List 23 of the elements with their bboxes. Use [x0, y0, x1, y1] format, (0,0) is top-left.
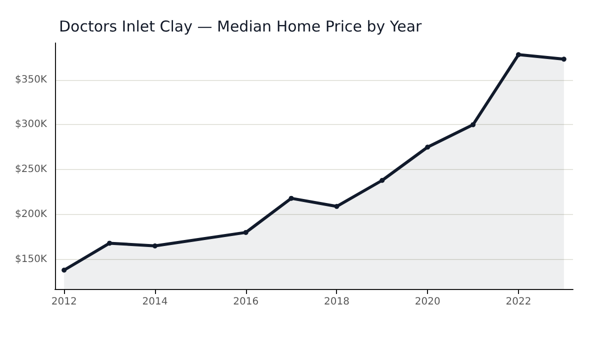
y-tick-label: $350K: [14, 74, 48, 86]
point: [425, 144, 430, 150]
point: [561, 56, 566, 62]
x-tick-label: 2020: [414, 296, 440, 308]
x-tick-label: 2016: [233, 296, 259, 308]
point: [334, 204, 340, 209]
x-tick-label: 2014: [142, 296, 168, 308]
point: [380, 178, 385, 183]
point: [62, 268, 67, 273]
point: [470, 122, 476, 128]
x-tick-label: 2012: [51, 296, 77, 308]
point: [152, 243, 158, 248]
point: [243, 230, 248, 235]
chart-title: Doctors Inlet Clay — Median Home Price by Year: [59, 18, 423, 36]
point: [288, 196, 294, 201]
x-tick-label: 2018: [324, 296, 350, 308]
y-tick-label: $150K: [14, 254, 48, 265]
point: [516, 52, 521, 58]
y-tick-label: $200K: [14, 208, 48, 220]
point: [107, 240, 112, 246]
y-tick-label: $250K: [14, 164, 48, 176]
y-tick-label: $300K: [14, 119, 48, 130]
x-tick-label: 2022: [506, 296, 532, 308]
